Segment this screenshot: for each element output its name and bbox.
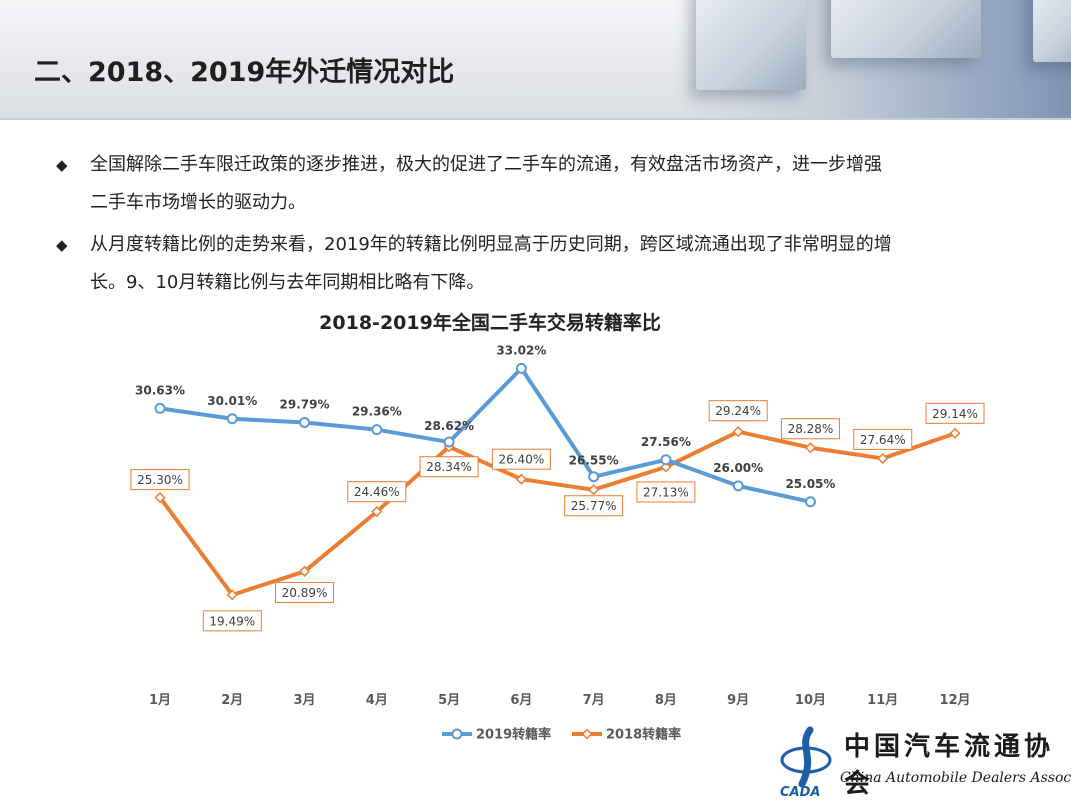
data-label-box-2018	[708, 400, 768, 422]
logo-name-cn: 中国汽车流通协会	[844, 732, 1055, 799]
data-label-box-2018	[564, 495, 624, 517]
cube-graphic	[696, 0, 806, 90]
legend-2018-label: 2018转籍率	[606, 727, 681, 743]
series-2019-point	[588, 471, 600, 483]
association-logo: CADA 中国汽车流通协会 China Automobile Dealers A…	[770, 722, 1071, 802]
data-label-2018: 25.77%	[571, 499, 617, 513]
diamond-bullet-icon: ◆	[56, 156, 68, 174]
bullet-text-line: 二手车市场增长的驱动力。	[90, 192, 306, 213]
bullet-item: ◆ 从月度转籍比例的走势来看，2019年的转籍比例明显高于历史同期，跨区域流通出…	[56, 226, 1026, 302]
data-label-2019: 29.36%	[352, 405, 402, 419]
data-label-box-2018	[202, 610, 262, 632]
x-tick-label: 3月	[294, 693, 316, 708]
data-label-2019: 28.62%	[424, 419, 474, 433]
data-label-2018: 20.89%	[282, 586, 328, 600]
x-tick-label: 7月	[583, 693, 605, 708]
x-tick-label: 9月	[727, 693, 749, 708]
page-title: 二、2018、2019年外迁情况对比	[34, 57, 455, 88]
x-tick-label: 5月	[438, 693, 460, 708]
cada-logo-icon: CADA	[780, 726, 832, 798]
bullet-text-line: 长。9、10月转籍比例与去年同期相比略有下降。	[90, 272, 485, 293]
series-2019-point	[154, 402, 166, 414]
data-label-2018: 25.30%	[137, 473, 183, 487]
x-tick-label: 6月	[510, 693, 532, 708]
series-2019-point	[804, 496, 816, 508]
data-label-2019: 29.79%	[280, 397, 330, 411]
logo-abbr: CADA	[780, 785, 820, 798]
bullet-item: ◆ 全国解除二手车限迁政策的逐步推进，极大的促进了二手车的流通，有效盘活市场资产…	[56, 146, 1026, 222]
data-label-2018: 29.24%	[715, 404, 761, 418]
cube-graphic	[1033, 0, 1071, 62]
data-label-2018: 27.64%	[860, 433, 906, 447]
series-2018-point	[154, 492, 166, 504]
x-tick-label: 8月	[655, 693, 677, 708]
chart-svg: 1月 2月 3月 4月 5月 6月 7月 8月 9月 10月 11月 12月 30.63% 30.01% 2…	[130, 343, 985, 743]
data-label-2019: 30.01%	[207, 394, 257, 408]
legend-2019-marker	[451, 728, 463, 740]
series-2019-point	[371, 424, 383, 436]
bullet-text-line: 全国解除二手车限迁政策的逐步推进，极大的促进了二手车的流通，有效盘活市场资产，进…	[90, 154, 882, 175]
cube-graphic	[831, 0, 981, 58]
bullet-list: ◆ 全国解除二手车限迁政策的逐步推进，极大的促进了二手车的流通，有效盘活市场资产…	[56, 146, 1026, 306]
x-tick-label: 12月	[939, 693, 970, 708]
bullet-text-line: 从月度转籍比例的走势来看，2019年的转籍比例明显高于历史同期，跨区域流通出现了…	[90, 234, 892, 255]
data-label-box-2018	[130, 469, 190, 491]
data-label-2018: 27.13%	[643, 485, 689, 499]
data-label-box-2018	[780, 418, 840, 440]
x-tick-label: 10月	[795, 693, 826, 708]
series-2019-point	[299, 416, 311, 428]
series-2018-point	[588, 484, 600, 496]
header-divider	[0, 118, 1071, 120]
data-label-box-2018	[347, 481, 407, 503]
x-tick-label: 1月	[149, 693, 171, 708]
legend-2019-label: 2019转籍率	[476, 727, 551, 743]
series-2019-point	[443, 436, 455, 448]
chart-title: 2018-2019年全国二手车交易转籍率比	[319, 312, 661, 334]
header-decorative-photo	[681, 0, 1071, 118]
logo-name-en: China Automobile Dealers Association	[840, 770, 1071, 786]
series-2018-point	[877, 452, 889, 465]
series-2019-point	[732, 480, 744, 492]
data-label-box-2018	[491, 448, 551, 470]
series-2019-line	[159, 366, 811, 504]
series-2019-point	[226, 413, 238, 425]
x-tick-label: 2月	[221, 693, 243, 708]
series-2018-point	[949, 427, 961, 439]
data-label-2019: 30.63%	[135, 383, 185, 397]
data-label-2018: 28.28%	[788, 422, 834, 436]
data-label-2019: 26.55%	[569, 454, 619, 468]
data-label-box-2018	[636, 481, 696, 503]
data-label-box-2018	[925, 402, 985, 424]
series-2019-point	[515, 362, 527, 374]
data-label-box-2018	[853, 428, 913, 450]
series-2018-point	[732, 426, 744, 438]
series-2018-point	[226, 589, 238, 601]
data-label-2018: 29.14%	[932, 407, 978, 421]
series-2018-point	[515, 473, 527, 485]
x-tick-label: 11月	[867, 693, 898, 708]
header-banner: 二、2018、2019年外迁情况对比	[0, 0, 1071, 118]
data-label-2018: 26.40%	[498, 453, 544, 467]
legend-2018-marker	[581, 728, 593, 740]
series-2018-point	[298, 565, 311, 577]
data-label-2019: 27.56%	[641, 435, 691, 449]
data-label-2019: 33.02%	[496, 343, 546, 357]
data-label-box-2018	[419, 456, 479, 478]
data-label-2018: 19.49%	[209, 614, 255, 628]
data-label-2019: 26.00%	[713, 461, 763, 475]
data-label-2018: 28.34%	[426, 460, 472, 474]
series-2018-line	[158, 429, 956, 597]
x-tick-label: 4月	[366, 693, 388, 708]
line-chart: 2018-2019年全国二手车交易转籍率比 1月 2月 3月 4月 5月 6月 7月 8月 9月…	[100, 300, 1000, 760]
data-label-box-2018	[275, 581, 335, 603]
diamond-bullet-icon: ◆	[56, 236, 68, 254]
series-2018-point	[371, 506, 383, 518]
series-2019-point	[660, 454, 672, 466]
data-label-2019: 25.05%	[785, 477, 835, 491]
data-label-2018: 24.46%	[354, 485, 400, 499]
series-2018-point	[804, 442, 817, 454]
